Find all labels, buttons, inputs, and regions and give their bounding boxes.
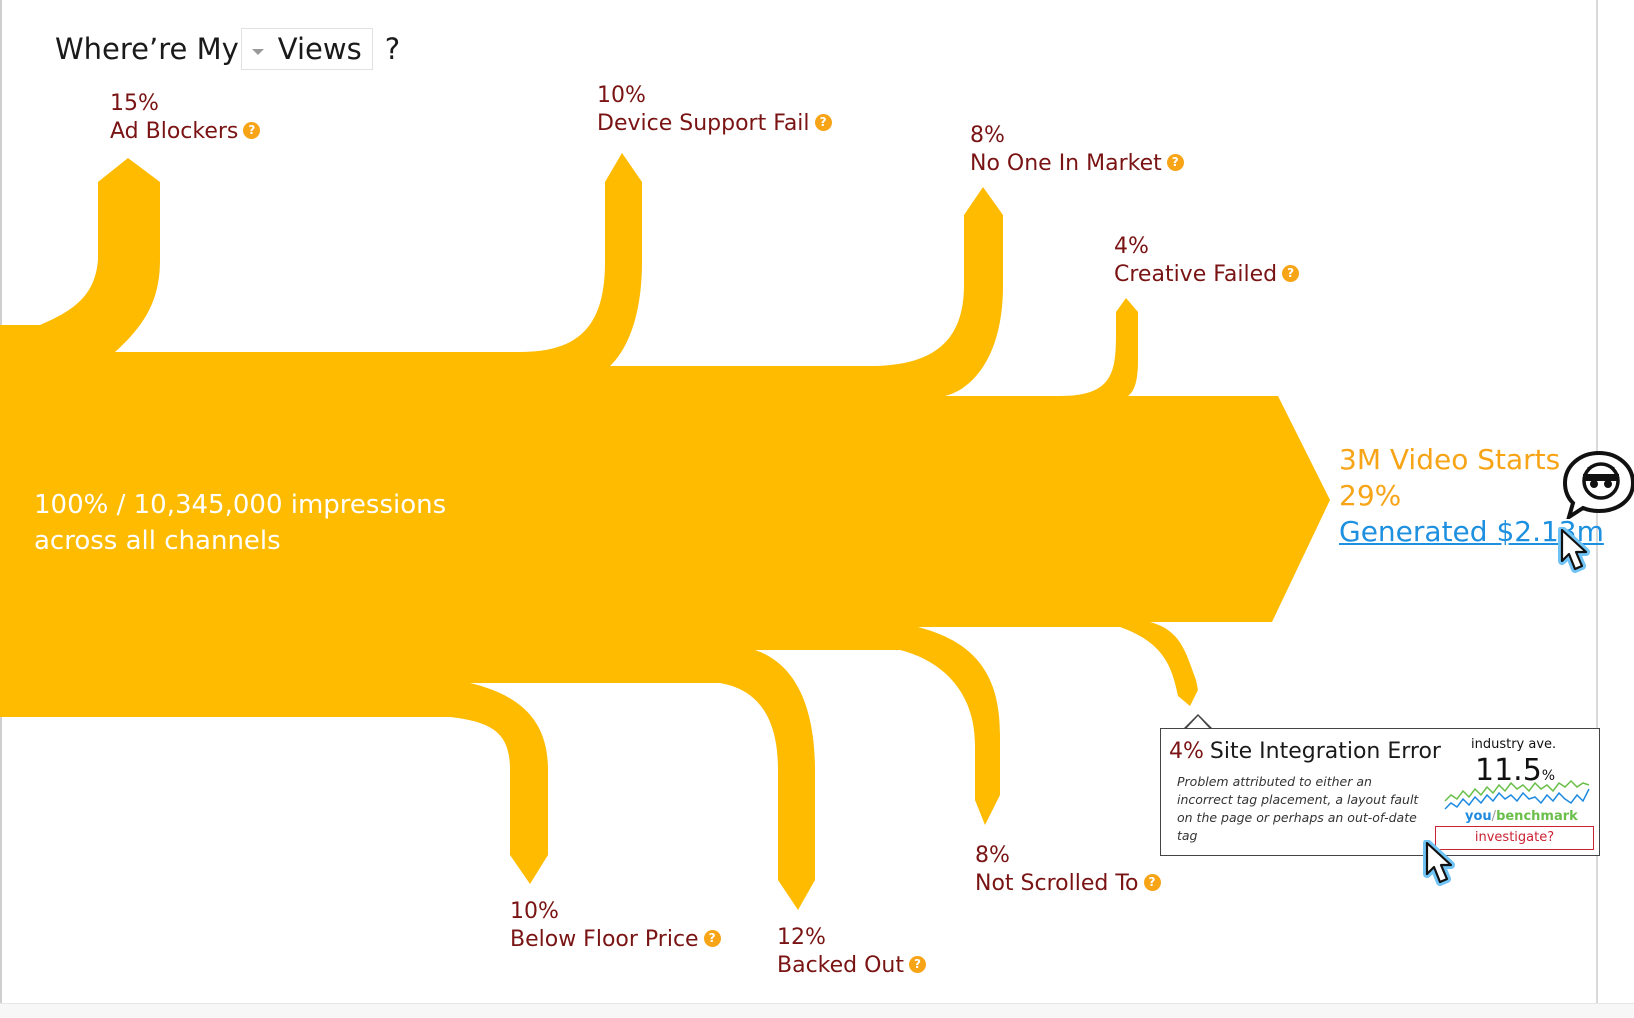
benchmark-sparkline <box>1444 779 1590 810</box>
branch-label: Below Floor Price <box>510 927 699 952</box>
branch-label: Ad Blockers <box>110 119 239 144</box>
branch-percent: 8% <box>970 123 1005 148</box>
branch-backed-out[interactable]: 12% Backed Out? <box>777 924 927 980</box>
help-icon[interactable]: ? <box>1282 264 1300 282</box>
you-line <box>1444 788 1590 810</box>
source-summary: 100% / 10,345,000 impressions across all… <box>34 487 446 559</box>
branch-label: Device Support Fail <box>597 111 810 136</box>
branch-no-one-in-market[interactable]: 8% No One In Market? <box>970 122 1184 178</box>
metric-select-value: Views <box>277 32 362 66</box>
site-integration-error-tooltip: 4% Site Integration Error Problem attribu… <box>1160 728 1600 856</box>
investigate-button[interactable]: investigate? <box>1435 826 1594 850</box>
page-title: Where’re My Views ? <box>55 28 400 70</box>
tooltip-description: Problem attributed to either an incorrec… <box>1177 774 1419 843</box>
source-impressions: 100% / 10,345,000 impressions <box>34 490 447 520</box>
legend-separator: / <box>1491 809 1497 824</box>
benchmark-number: 11.5 <box>1475 753 1542 788</box>
tooltip-percent: 4% <box>1169 739 1204 764</box>
benchmark-line <box>1444 779 1590 802</box>
branch-percent: 8% <box>975 843 1010 868</box>
branch-creative-failed[interactable]: 4% Creative Failed? <box>1114 233 1300 289</box>
benchmark-panel: industry ave. 11.5% you/benchmark <box>1443 737 1593 824</box>
branch-percent: 4% <box>1114 234 1149 259</box>
help-icon[interactable]: ? <box>1166 153 1184 171</box>
branch-label: Backed Out <box>777 953 905 978</box>
tooltip-arrow-inner <box>1186 716 1210 729</box>
benchmark-unit: % <box>1541 768 1556 784</box>
branch-percent: 12% <box>777 925 826 950</box>
benchmark-label: industry ave. <box>1471 737 1557 752</box>
cursor-icon <box>1423 840 1455 886</box>
spy-avatar-icon[interactable] <box>1563 447 1634 519</box>
branch-below-floor-price[interactable]: 10% Below Floor Price? <box>510 898 721 954</box>
legend-you: you <box>1465 809 1492 824</box>
metric-select[interactable]: Views <box>240 28 373 70</box>
help-icon[interactable]: ? <box>814 113 832 131</box>
result-percent: 29% <box>1339 479 1402 512</box>
cursor-icon <box>1558 527 1590 573</box>
benchmark-value: 11.5% <box>1475 753 1555 788</box>
help-icon[interactable]: ? <box>909 955 927 973</box>
chevron-down-icon <box>251 49 264 55</box>
branch-ad-blockers[interactable]: 15% Ad Blockers? <box>110 90 261 146</box>
result-video-starts: 3M Video Starts <box>1339 443 1561 476</box>
help-icon[interactable]: ? <box>243 121 261 139</box>
tooltip-name: Site Integration Error <box>1209 739 1441 764</box>
flow-shapes <box>0 153 1330 910</box>
branch-label: Creative Failed <box>1114 262 1278 287</box>
source-channels: across all channels <box>34 526 281 556</box>
legend-benchmark: benchmark <box>1496 809 1578 824</box>
title-prefix: Where’re My <box>55 32 239 66</box>
branch-percent: 10% <box>597 83 646 108</box>
branch-device-support-fail[interactable]: 10% Device Support Fail? <box>597 82 832 138</box>
title-suffix: ? <box>384 32 401 66</box>
main-flow-trunk <box>0 153 1330 910</box>
branch-label: No One In Market <box>970 151 1162 176</box>
branch-percent: 10% <box>510 899 559 924</box>
help-icon[interactable]: ? <box>1143 873 1161 891</box>
branch-percent: 15% <box>110 91 159 116</box>
frame-bottom-bar <box>0 1003 1634 1018</box>
branch-not-scrolled-to[interactable]: 8% Not Scrolled To? <box>975 842 1161 898</box>
benchmark-legend: you/benchmark <box>1465 809 1578 824</box>
help-icon[interactable]: ? <box>703 929 721 947</box>
branch-label: Not Scrolled To <box>975 871 1139 896</box>
tooltip-title: 4% Site Integration Error <box>1169 739 1441 764</box>
